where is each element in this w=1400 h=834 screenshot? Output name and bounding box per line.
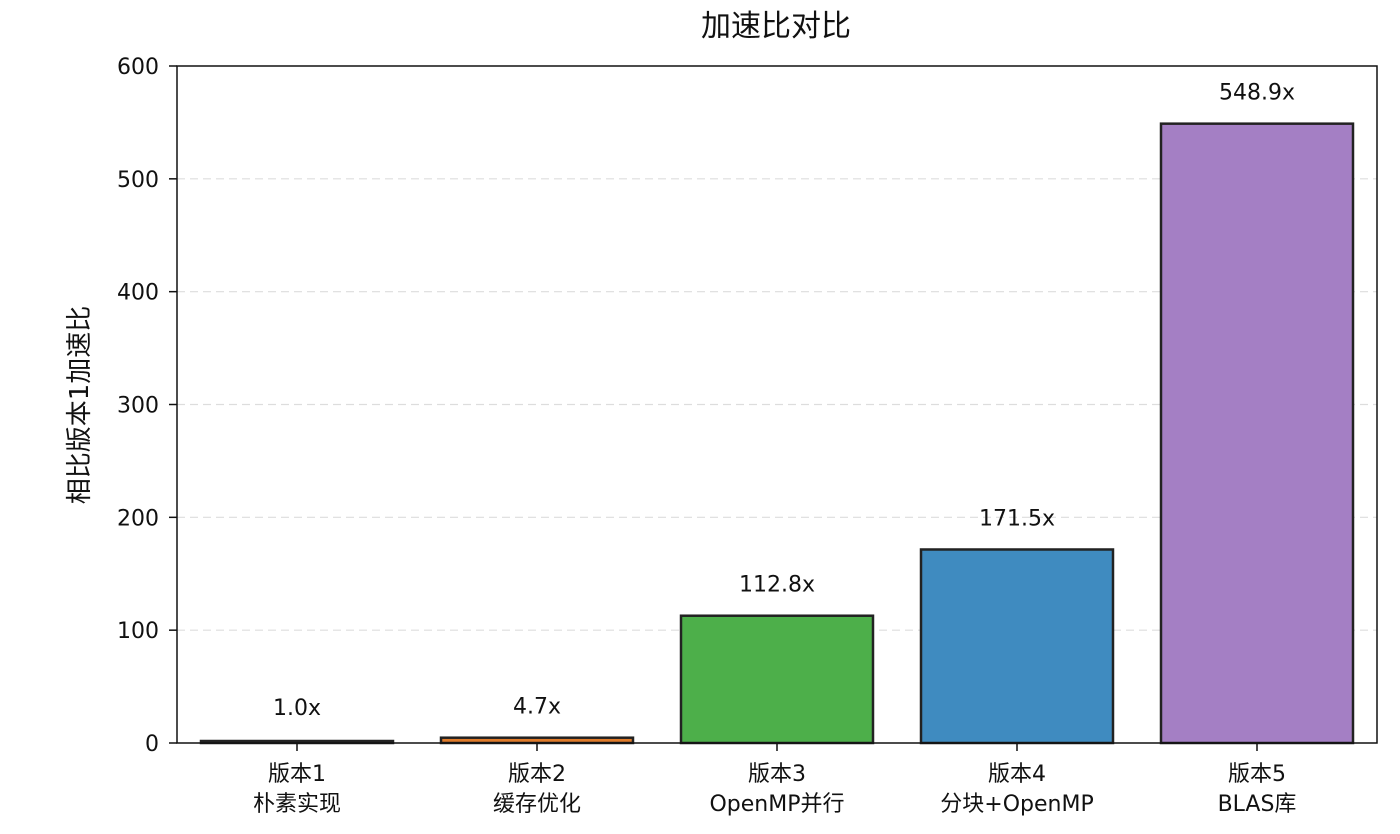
x-tick-label-line2: OpenMP并行	[709, 792, 844, 817]
bar-value-label: 4.7x	[513, 695, 561, 720]
x-tick-label-line2: 缓存优化	[493, 792, 581, 817]
y-tick-label: 200	[117, 506, 159, 531]
bar	[919, 548, 1115, 745]
y-tick-label: 100	[117, 619, 159, 644]
y-tick-label: 300	[117, 394, 159, 419]
bar-value-label: 171.5x	[979, 506, 1055, 531]
x-tick-label-line1: 版本4	[988, 762, 1046, 787]
bar-value-label: 548.9x	[1219, 81, 1295, 106]
x-tick-label-line2: BLAS库	[1218, 792, 1297, 817]
x-tick-label-line1: 版本3	[748, 762, 806, 787]
bar-value-label: 1.0x	[273, 696, 321, 721]
y-tick-label: 600	[117, 55, 159, 80]
x-tick-label-line2: 分块+OpenMP	[940, 792, 1093, 817]
y-axis-label: 相比版本1加速比	[65, 306, 95, 505]
y-tick-label: 400	[117, 281, 159, 306]
bar	[679, 614, 875, 745]
y-tick-label: 500	[117, 168, 159, 193]
x-tick-label-line1: 版本1	[268, 762, 326, 787]
bar	[1159, 122, 1355, 745]
x-tick-label-line1: 版本5	[1228, 762, 1286, 787]
chart-title: 加速比对比	[701, 9, 851, 44]
bar	[439, 736, 635, 745]
y-tick-label: 0	[145, 732, 159, 757]
x-tick-label-line2: 朴素实现	[253, 792, 341, 817]
x-tick-label-line1: 版本2	[508, 762, 566, 787]
bar-value-label: 112.8x	[739, 573, 815, 598]
